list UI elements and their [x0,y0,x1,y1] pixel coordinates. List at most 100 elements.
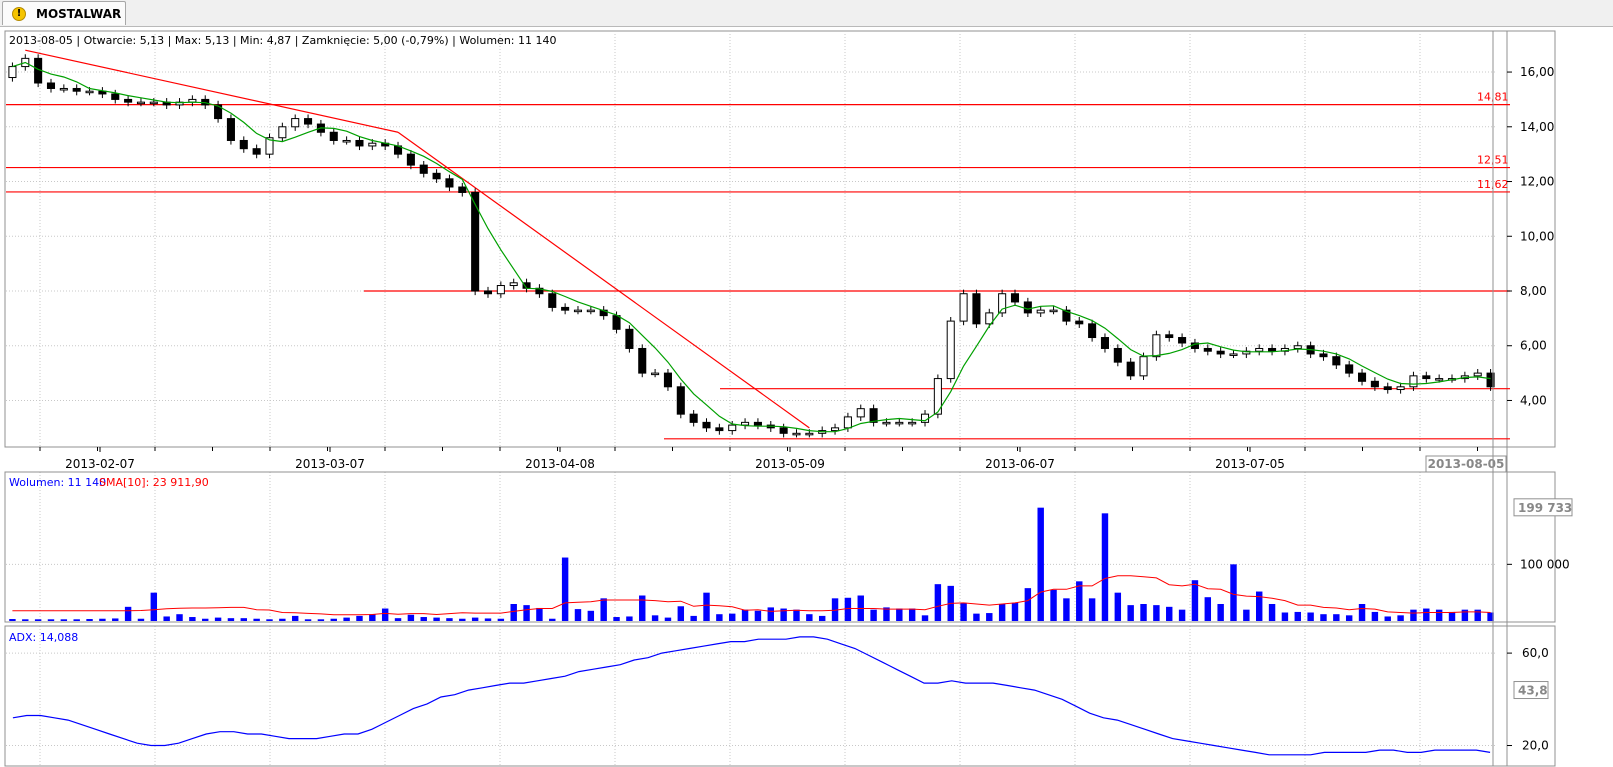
tab-label: MOSTALWAR [36,7,122,21]
volume-bar [1063,598,1070,621]
chart-background [0,27,1613,767]
tab-mostalwar[interactable]: ! MOSTALWAR [2,1,126,25]
candle [1062,306,1071,326]
volume-bar [446,618,453,621]
candle [1075,317,1084,328]
candle [959,289,968,326]
candle [342,136,351,145]
price-tick-label: 6,00 [1520,339,1547,353]
adx-line [12,636,1491,756]
volume-bar [1011,602,1019,621]
price-pane [4,30,1556,448]
volume-bar [433,617,440,621]
candle [1486,369,1495,391]
candle [1473,369,1482,380]
price-x-axis: 2013-02-07 2013-03-07 2013-04-08 2013-05-09… [39,447,1507,473]
volume-bar [600,598,607,621]
volume-bar [934,584,942,621]
price-moving-average [12,61,1491,433]
candle [689,410,698,427]
candle [329,128,338,145]
volume-bar [1037,507,1044,621]
candle-body [124,98,133,103]
volume-bar [124,606,132,621]
trendline [25,49,399,133]
candle-body [625,328,634,349]
candle [496,281,505,298]
candle-body [46,82,56,89]
volume-bar [1474,609,1481,621]
candle-body [1062,309,1071,322]
candle [72,84,81,96]
candle-body [1486,372,1495,388]
candle [471,188,480,296]
candle-body [483,290,493,295]
price-tick-label: 8,00 [1520,284,1547,298]
volume-bar [1358,604,1366,621]
volume-bar [561,557,569,621]
volume-bar [99,618,106,621]
candle-body [1088,323,1097,339]
candle-body [329,131,338,141]
candle-body [291,118,300,128]
adx-cursor-box [1513,681,1549,700]
candle-body [869,408,878,423]
adx-y-axis: 60,0 20,0 43,8 [1507,646,1549,753]
volume-bar [639,595,646,621]
volume-bar [356,615,363,621]
volume-bar [729,613,736,621]
candle-body [136,101,145,105]
candle [831,423,840,435]
ohlc-info: 2013-08-05 | Otwarcie: 5,13 | Max: 5,13 … [9,34,556,47]
volume-bar [1243,609,1250,621]
candle [419,161,428,178]
volume-bar [1101,513,1109,621]
candle-body [741,421,750,426]
candle [625,325,634,353]
volume-bar [227,618,235,621]
candle [1216,347,1225,359]
candle-body [1203,347,1212,352]
volume-bar [523,605,530,621]
candle-body [419,164,428,174]
volume-bar [677,606,685,621]
volume-bar [1461,609,1469,621]
candle-body [1435,378,1444,381]
volume-bar [587,610,595,621]
volume-bar [1487,612,1494,621]
price-tick-label: 16,00 [1520,65,1554,79]
volume-tick-label: 100 000 [1520,557,1570,571]
candle-body [1229,353,1238,356]
adx-pane [4,625,1556,767]
candle-body [1383,386,1392,391]
price-tick-label: 4,00 [1520,393,1547,407]
volume-cursor-box [1513,498,1573,517]
candle [1332,352,1341,369]
volume-cursor-value: 199 733 [1518,501,1572,515]
candle-body [1152,334,1161,358]
volume-bar [369,614,376,621]
candle [676,382,685,419]
price-tick-label: 10,00 [1520,229,1554,243]
candle [972,289,981,328]
volume-pane [4,471,1556,623]
candle-body [728,424,737,432]
volume-bar [86,619,93,621]
volume-bar [908,608,916,621]
volume-bar [343,617,350,621]
candle [1345,360,1354,378]
trendline [397,131,810,429]
candle-body [458,186,467,193]
date-tick-label: 2013-07-05 [1215,457,1285,471]
candle-body [509,282,518,287]
volume-bar [1204,597,1212,621]
volume-bar [214,617,222,621]
volume-bar [9,619,16,621]
volume-bar [47,619,55,621]
volume-y-axis: 100 000 199 733 [1507,498,1573,571]
candle [252,144,261,159]
price-tick-label: 12,00 [1520,175,1554,189]
candle [46,78,56,93]
